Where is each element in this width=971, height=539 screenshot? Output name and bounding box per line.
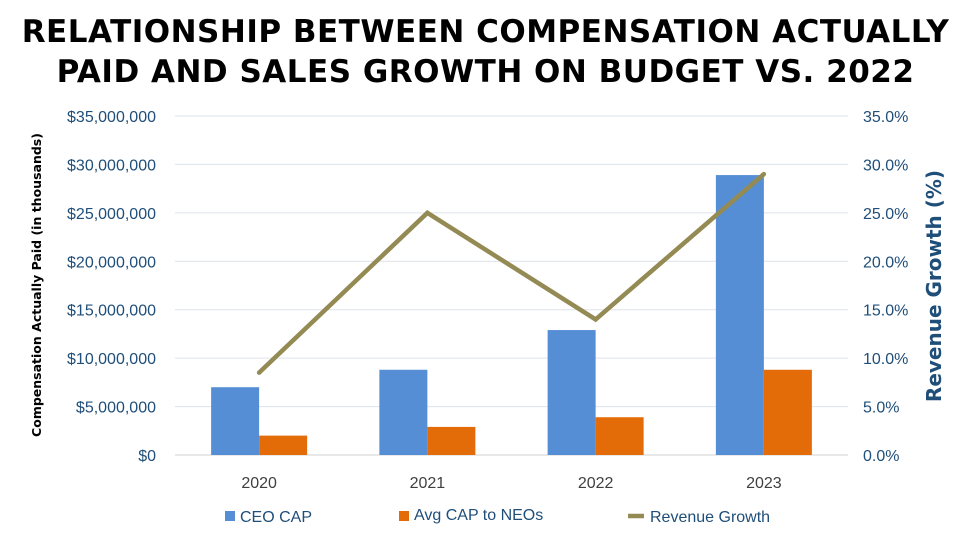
bar-ceo-cap-2023 (715, 175, 764, 455)
bar-avg-cap-to-neos-2021 (427, 426, 476, 455)
legend-label: CEO CAP (240, 509, 312, 526)
right-axis-label: Revenue Growth (%) (922, 170, 946, 402)
line-revenue-growth (257, 172, 766, 375)
point-revenue-growth-2021 (425, 210, 430, 216)
right-tick-label: 30.0% (863, 157, 908, 174)
left-tick-label: $10,000,000 (67, 351, 156, 368)
right-tick-label: 5.0% (863, 400, 899, 417)
left-tick-label: $35,000,000 (67, 109, 156, 126)
right-axis-ticks: 0.0% 5.0% 10.0% 15.0% 20.0% 25.0% 30.0% 35.0% (863, 109, 908, 465)
right-tick-label: 25.0% (863, 206, 908, 223)
right-tick-label: 15.0% (863, 303, 908, 320)
line-series (256, 171, 767, 375)
legend-swatch (225, 511, 235, 521)
bar-series (211, 175, 812, 455)
left-tick-label: $30,000,000 (67, 157, 156, 174)
right-tick-label: 10.0% (863, 351, 908, 368)
bar-ceo-cap-2021 (379, 369, 428, 455)
bar-avg-cap-to-neos-2023 (763, 369, 812, 455)
point-revenue-growth-2020 (256, 370, 262, 375)
right-tick-label: 35.0% (863, 109, 908, 126)
chart-title-line-2: PAID AND SALES GROWTH ON BUDGET VS. 2022 (56, 54, 915, 90)
x-tick-label: 2023 (746, 475, 782, 492)
legend-swatch (399, 511, 409, 521)
bar-avg-cap-to-neos-2020 (259, 435, 308, 455)
chart-title: RELATIONSHIP BETWEEN COMPENSATION ACTUAL… (0, 12, 971, 92)
left-tick-label: $0 (138, 448, 156, 465)
point-revenue-growth-2023 (761, 171, 767, 177)
legend-label: Avg CAP to NEOs (414, 507, 543, 524)
bar-ceo-cap-2022 (547, 330, 596, 455)
chart-title-line-1: RELATIONSHIP BETWEEN COMPENSATION ACTUAL… (21, 14, 950, 50)
right-tick-label: 20.0% (863, 254, 908, 271)
left-axis-label: Compensation Actually Paid (in thousands… (29, 133, 44, 437)
x-axis-ticks: 2020 2021 2022 2023 (241, 475, 781, 492)
x-tick-label: 2020 (241, 475, 277, 492)
left-tick-label: $25,000,000 (67, 206, 156, 223)
right-tick-label: 0.0% (863, 448, 899, 465)
x-tick-label: 2022 (578, 475, 614, 492)
legend: CEO CAP Avg CAP to NEOs Revenue Growth (225, 507, 770, 526)
left-tick-label: $15,000,000 (67, 303, 156, 320)
x-tick-label: 2021 (410, 475, 446, 492)
point-revenue-growth-2022 (593, 317, 598, 322)
legend-label: Revenue Growth (650, 509, 770, 526)
bar-avg-cap-to-neos-2022 (595, 417, 644, 455)
left-tick-label: $5,000,000 (76, 400, 156, 417)
left-axis-ticks: $0 $5,000,000 $10,000,000 $15,000,000 $20,00… (67, 109, 156, 465)
left-tick-label: $20,000,000 (67, 254, 156, 271)
bar-ceo-cap-2020 (211, 387, 260, 455)
